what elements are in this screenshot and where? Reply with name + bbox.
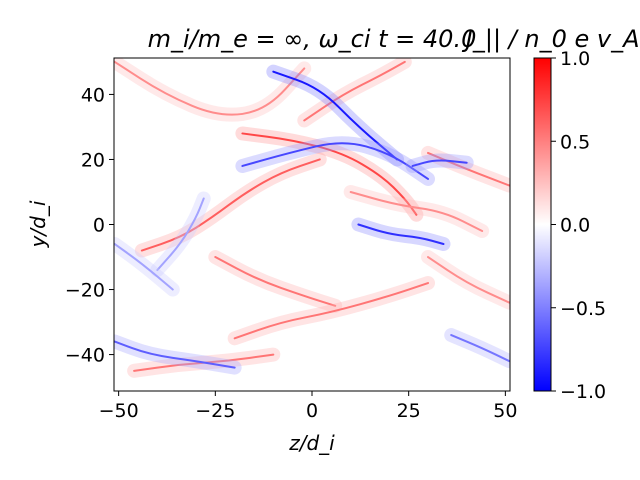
sheet-core-4 [214,256,337,307]
heatmap-background [114,58,510,391]
cbar-tick-label-2: 0.0 [560,215,590,237]
cbar-tick-label-1: −0.5 [560,298,606,320]
x-tick-label-1: −25 [195,400,235,422]
heatmap-plot-area [114,58,510,391]
sheet-core-9 [349,190,484,233]
sheet-core-2 [140,158,321,252]
sheet-core-7 [133,353,275,372]
sheet-core-17 [114,243,174,291]
cbar-tick-label-4: 1.0 [560,48,590,70]
sheet-core-0 [114,60,306,116]
y-tick-label-2: 0 [93,215,105,237]
x-axis-ticks: −50 −25 0 25 50 [99,391,517,422]
sheet-core-6 [427,256,510,304]
sheet-core-1 [303,60,406,122]
current-sheets [114,58,510,378]
sheet-core-3 [241,132,418,216]
sheet-core-16 [156,197,205,272]
sheet-core-5 [233,282,430,340]
colorbar-ticks: −1.0 −0.5 0.0 0.5 1.0 [551,48,606,403]
y-axis-ticks: −40 −20 0 20 40 [65,84,114,367]
chart-title: m_i/m_e = ∞, ω_ci t = 40.0 [148,25,477,53]
sheet-core-10 [272,70,399,161]
colorbar [533,57,552,392]
y-tick-label-0: −40 [65,345,105,367]
y-axis-label: y/d_i [26,200,50,248]
y-tick-label-3: 20 [81,149,105,171]
x-axis-label: z/d_i [288,431,335,455]
x-tick-label-0: −50 [99,400,139,422]
sheet-core-14 [114,340,236,369]
x-tick-label-2: 0 [306,400,318,422]
colorbar-title: J_|| / n_0 e v_Ai [462,25,640,53]
y-tick-label-4: 40 [81,84,105,106]
cbar-tick-label-3: 0.5 [560,131,590,153]
x-tick-label-3: 25 [397,400,421,422]
sheet-core-13 [411,159,468,167]
sheet-core-15 [450,334,510,363]
cbar-tick-label-0: −1.0 [560,381,606,403]
sheet-core-11 [241,142,430,180]
x-tick-label-4: 50 [493,400,517,422]
sheet-core-12 [357,223,445,246]
y-tick-label-1: −20 [65,280,105,302]
